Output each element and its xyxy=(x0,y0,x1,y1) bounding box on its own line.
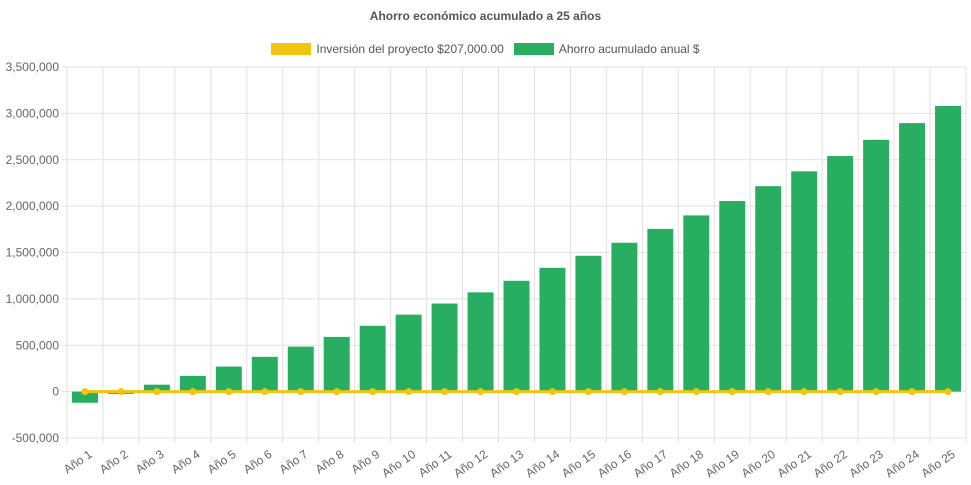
bar xyxy=(251,356,278,392)
bar xyxy=(503,280,530,392)
legend-label: Inversión del proyecto $207,000.00 xyxy=(316,42,504,56)
line-point xyxy=(117,388,125,396)
y-tick-label: 0 xyxy=(52,385,59,399)
y-tick-label: 2,000,000 xyxy=(6,199,60,213)
line-point xyxy=(692,388,700,396)
y-tick-label: -500,000 xyxy=(12,431,60,445)
x-tick-label: Año 15 xyxy=(559,447,598,480)
y-tick-label: 500,000 xyxy=(16,338,60,352)
x-tick-label: Año 4 xyxy=(169,447,203,477)
line-point xyxy=(513,388,520,396)
x-tick-label: Año 2 xyxy=(97,447,131,477)
legend: Inversión del proyecto $207,000.00 Ahorr… xyxy=(0,42,971,56)
bar xyxy=(611,242,638,392)
bar xyxy=(539,267,566,392)
x-tick-label: Año 9 xyxy=(349,447,383,477)
x-tick-label: Año 19 xyxy=(703,447,742,480)
y-tick-label: 3,500,000 xyxy=(6,60,60,74)
line-point xyxy=(189,388,197,396)
line-point xyxy=(800,388,808,396)
bar xyxy=(359,325,386,392)
legend-item-savings[interactable]: Ahorro acumulado anual $ xyxy=(513,42,700,56)
line-point xyxy=(728,388,736,396)
bar xyxy=(323,336,350,392)
bar xyxy=(467,292,494,392)
x-tick-label: Año 8 xyxy=(313,447,347,477)
x-tick-label: Año 24 xyxy=(883,447,922,480)
x-tick-label: Año 11 xyxy=(416,447,455,480)
bar xyxy=(935,105,961,392)
chart-title: Ahorro económico acumulado a 25 años xyxy=(369,9,602,23)
legend-swatch xyxy=(513,43,554,55)
line-point xyxy=(153,388,161,396)
legend-swatch xyxy=(271,43,312,55)
line-point xyxy=(369,388,377,396)
line-point xyxy=(333,388,341,396)
x-tick-label: Año 7 xyxy=(277,447,311,477)
line-point xyxy=(441,388,449,396)
line-point xyxy=(405,388,413,396)
bar xyxy=(179,375,206,392)
line-point xyxy=(944,388,952,396)
bar xyxy=(72,391,98,403)
line-point xyxy=(225,388,233,396)
x-tick-label: Año 6 xyxy=(241,447,275,477)
x-tick-label: Año 20 xyxy=(739,447,778,480)
bar xyxy=(395,314,422,392)
y-tick-label: 1,500,000 xyxy=(6,246,60,260)
bar xyxy=(287,346,314,392)
y-tick-label: 1,000,000 xyxy=(6,292,60,306)
line-point xyxy=(261,388,269,396)
line-point xyxy=(297,388,305,396)
bar xyxy=(431,303,458,392)
x-tick-label: Año 22 xyxy=(811,447,850,480)
line-point xyxy=(584,388,592,396)
bar xyxy=(719,201,746,392)
bar xyxy=(791,171,818,392)
x-tick-label: Año 17 xyxy=(631,447,670,480)
bar xyxy=(215,366,242,392)
x-tick-label: Año 14 xyxy=(523,447,562,480)
x-tick-label: Año 16 xyxy=(595,447,634,480)
bar xyxy=(647,228,674,392)
legend-item-investment[interactable]: Inversión del proyecto $207,000.00 xyxy=(271,42,504,56)
line-point xyxy=(872,388,880,396)
x-tick-label: Año 18 xyxy=(667,447,706,480)
x-tick-label: Año 3 xyxy=(133,447,167,477)
bar xyxy=(827,156,854,392)
line-point xyxy=(908,388,916,396)
x-tick-label: Año 12 xyxy=(451,447,490,480)
y-tick-label: 3,000,000 xyxy=(6,106,60,120)
x-tick-label: Año 21 xyxy=(775,447,814,480)
line-point xyxy=(81,388,89,396)
y-tick-label: 2,500,000 xyxy=(6,153,60,167)
legend-label: Ahorro acumulado anual $ xyxy=(558,42,700,56)
bar xyxy=(575,255,602,392)
x-tick-label: Año 1 xyxy=(61,447,95,477)
bar xyxy=(755,186,782,392)
line-point xyxy=(548,388,556,396)
bar xyxy=(899,123,926,392)
line-point xyxy=(620,388,628,396)
x-tick-label: Año 5 xyxy=(205,447,239,477)
line-point xyxy=(836,388,844,396)
x-tick-label: Año 23 xyxy=(847,447,886,480)
line-point xyxy=(764,388,772,396)
bar xyxy=(863,139,890,392)
x-tick-label: Año 10 xyxy=(379,447,418,480)
x-tick-label: Año 25 xyxy=(919,447,958,480)
line-point xyxy=(656,388,664,396)
bar xyxy=(683,215,710,392)
x-tick-label: Año 13 xyxy=(487,447,526,480)
line-point xyxy=(477,388,485,396)
